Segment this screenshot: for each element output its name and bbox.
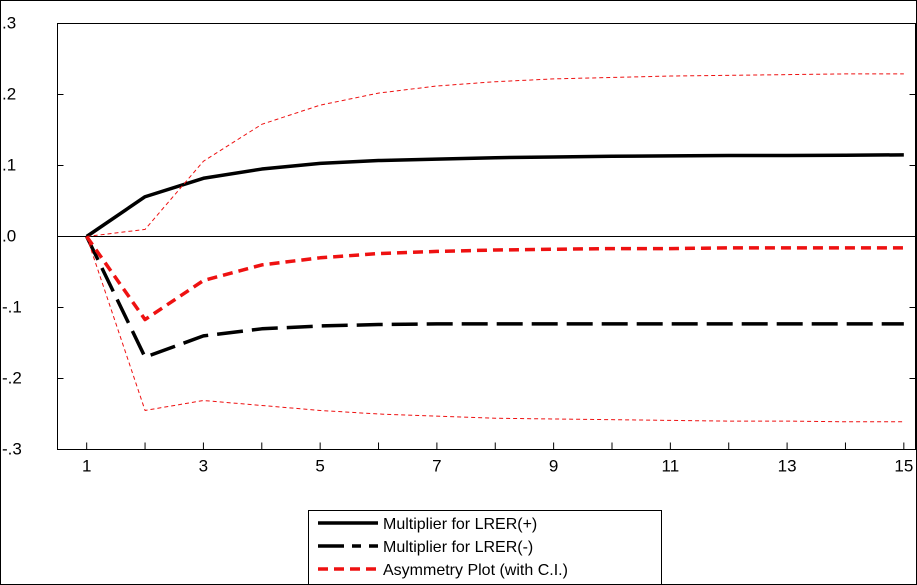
y-tick-label: .3 [2, 14, 16, 33]
series-line-2 [85, 235, 904, 322]
x-tick-label: 7 [432, 457, 441, 476]
x-tick-label: 9 [549, 457, 558, 476]
series-line-0 [85, 153, 904, 238]
y-tick-label: -.3 [2, 440, 22, 459]
y-tick-label: .2 [2, 85, 16, 104]
y-tick-label: .1 [2, 156, 16, 175]
y-tick-label: -.2 [2, 369, 22, 388]
series-line-3 [86, 73, 904, 237]
x-tick-label: 5 [315, 457, 324, 476]
series-line-1 [85, 235, 904, 359]
y-tick-label: -.1 [2, 298, 22, 317]
x-axis: 1 3 5 7 9 11 13 15 [82, 442, 913, 476]
legend-label-1: Multiplier for LRER(-) [383, 539, 533, 556]
x-tick-label: 11 [662, 457, 680, 476]
x-tick-label: 3 [199, 457, 208, 476]
x-tick-label: 1 [82, 457, 91, 476]
series-line-4 [86, 236, 904, 423]
y-tick-label: .0 [2, 227, 16, 246]
legend-label-0: Multiplier for LRER(+) [383, 516, 537, 533]
x-tick-label: 13 [778, 457, 797, 476]
x-tick-label: 15 [894, 457, 913, 476]
series-lines [85, 73, 904, 423]
legend: Multiplier for LRER(+) Multiplier for LR… [308, 510, 662, 585]
legend-label-2: Asymmetry Plot (with C.I.) [383, 562, 568, 579]
